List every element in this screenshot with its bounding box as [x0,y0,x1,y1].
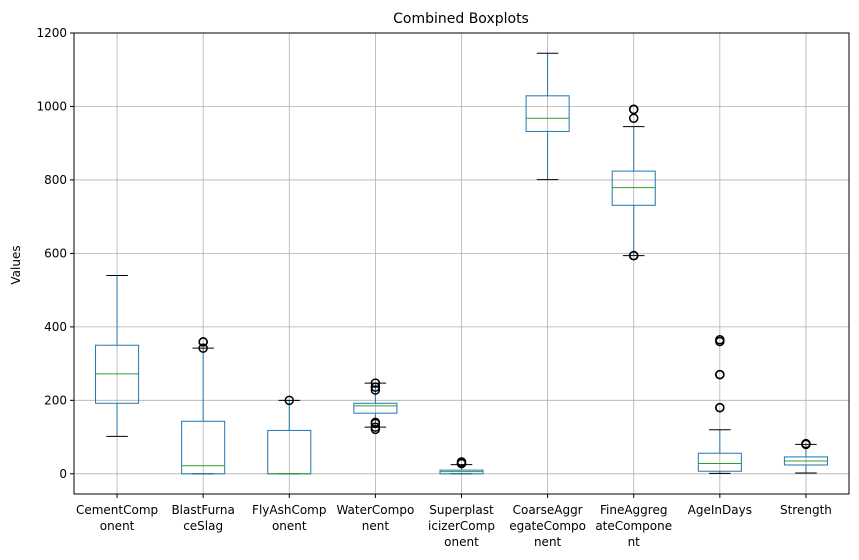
chart-title: Combined Boxplots [393,11,529,27]
y-axis-label: Values [9,245,23,284]
x-tick-label: onent [100,519,135,533]
box-group [267,395,312,475]
outlier-point [715,402,725,413]
box-group [783,438,828,474]
y-tick-label: 1200 [36,26,67,40]
outlier-point [284,395,295,406]
outlier-point [198,343,208,353]
grid-layer [74,32,849,494]
axis-layer: 0 200 400 600 800 1000 1200 CementComp onent Blas… [36,26,831,549]
x-tick-label: FlyAshComp [252,503,326,517]
box-group [611,104,656,261]
outlier-point [370,417,381,428]
x-tick-label: AgeInDays [688,503,752,517]
x-tick-label: onent [444,535,479,549]
outlier-point [715,334,725,345]
iqr-box [697,452,742,472]
outlier-point [370,378,381,388]
outlier-point [628,113,639,123]
x-tick-label: WaterCompo [336,503,414,517]
x-tick-label: ceSlag [183,519,223,533]
y-tick-label: 600 [44,246,67,260]
outlier-point [370,382,381,392]
x-tick-label: CementComp [76,503,158,517]
box-group [95,274,140,437]
iqr-box [353,402,398,414]
outlier-point [456,457,467,467]
y-tick-label: 0 [59,467,67,481]
outlier-point [628,104,639,115]
x-tick-label: nent [534,535,562,549]
plot-layer [95,52,828,475]
box-group [181,337,226,475]
iqr-box [181,420,226,475]
outlier-point [715,369,725,380]
x-tick-label: Superplast [429,503,494,517]
x-tick-label: nt [628,535,641,549]
x-tick-label: FineAggreg [600,503,667,517]
box-group [697,334,742,474]
x-tick-label: onent [272,519,307,533]
outlier-point [370,385,381,395]
y-tick-label: 1000 [36,99,67,113]
x-tick-label: nent [362,519,390,533]
outlier-point [198,337,208,347]
x-tick-label: Strength [780,503,832,517]
x-tick-label: ateCompone [595,519,672,533]
box-group [353,378,398,435]
outlier-point [370,422,381,432]
outlier-point [801,438,811,449]
box-group [525,52,570,181]
iqr-box [525,95,570,132]
x-tick-label: icizerComp [428,519,495,533]
x-tick-label: BlastFurna [171,503,234,517]
x-tick-label: egateCompo [509,519,586,533]
iqr-box [611,170,656,206]
y-tick-label: 400 [44,320,67,334]
plot-frame [73,32,850,495]
y-tick-label: 200 [44,393,67,407]
box-group [439,457,484,475]
x-tick-label: CoarseAggr [513,503,583,517]
y-tick-label: 800 [44,173,67,187]
outlier-point [628,250,639,261]
